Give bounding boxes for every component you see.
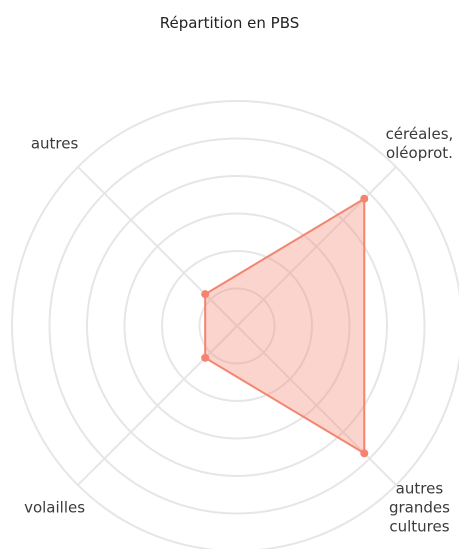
radar-area [204,196,366,456]
grid-ring [48,137,426,515]
radar-point [201,290,210,299]
axis-label: autres grandes cultures [388,479,450,536]
radar-point [201,353,210,362]
axis-spoke [236,325,397,486]
axis-label: autres [30,134,79,153]
grid-ring [123,212,351,440]
axis-spoke [77,325,238,486]
grid-ring [11,100,459,549]
axis-label: céréales, oléoprot. [385,124,454,162]
radar-point [360,449,369,458]
grid-ring [161,250,313,402]
axis-spoke [236,166,397,327]
radar-point [360,194,369,203]
axis-label: volailles [24,498,86,517]
grid-ring [198,287,276,365]
grid-ring [86,175,388,477]
chart-title: Répartition en PBS [159,14,300,32]
axis-spoke [77,166,238,327]
